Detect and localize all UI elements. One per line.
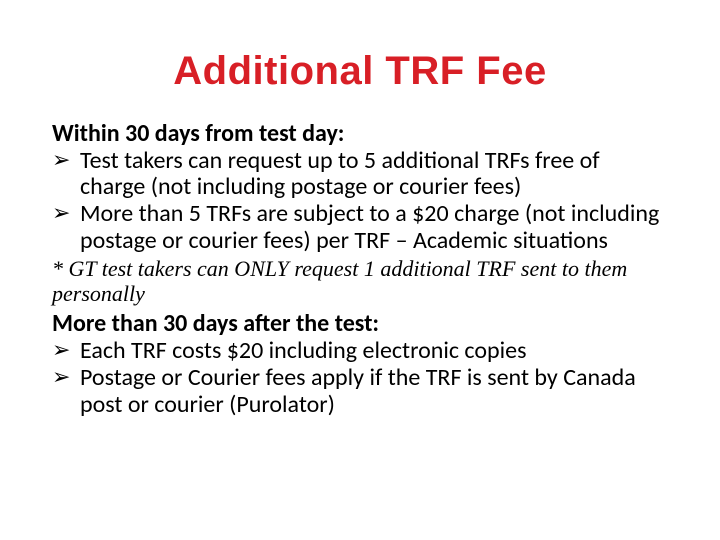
footnote: * GT test takers can ONLY request 1 addi… [52, 257, 668, 306]
section2-heading: More than 30 days after the test: [52, 310, 668, 338]
section1-item-1: More than 5 TRFs are subject to a $20 ch… [78, 201, 668, 255]
section2-list: Each TRF costs $20 including electronic … [52, 338, 668, 419]
slide: Additional TRF Fee Within 30 days from t… [0, 0, 720, 540]
section1-heading: Within 30 days from test day: [52, 120, 668, 148]
section2-item-0: Each TRF costs $20 including electronic … [78, 338, 668, 365]
section1-list: Test takers can request up to 5 addition… [52, 148, 668, 256]
slide-title: Additional TRF Fee [52, 50, 668, 92]
section2-item-1: Postage or Courier fees apply if the TRF… [78, 365, 668, 419]
section1-item-0: Test takers can request up to 5 addition… [78, 148, 668, 202]
